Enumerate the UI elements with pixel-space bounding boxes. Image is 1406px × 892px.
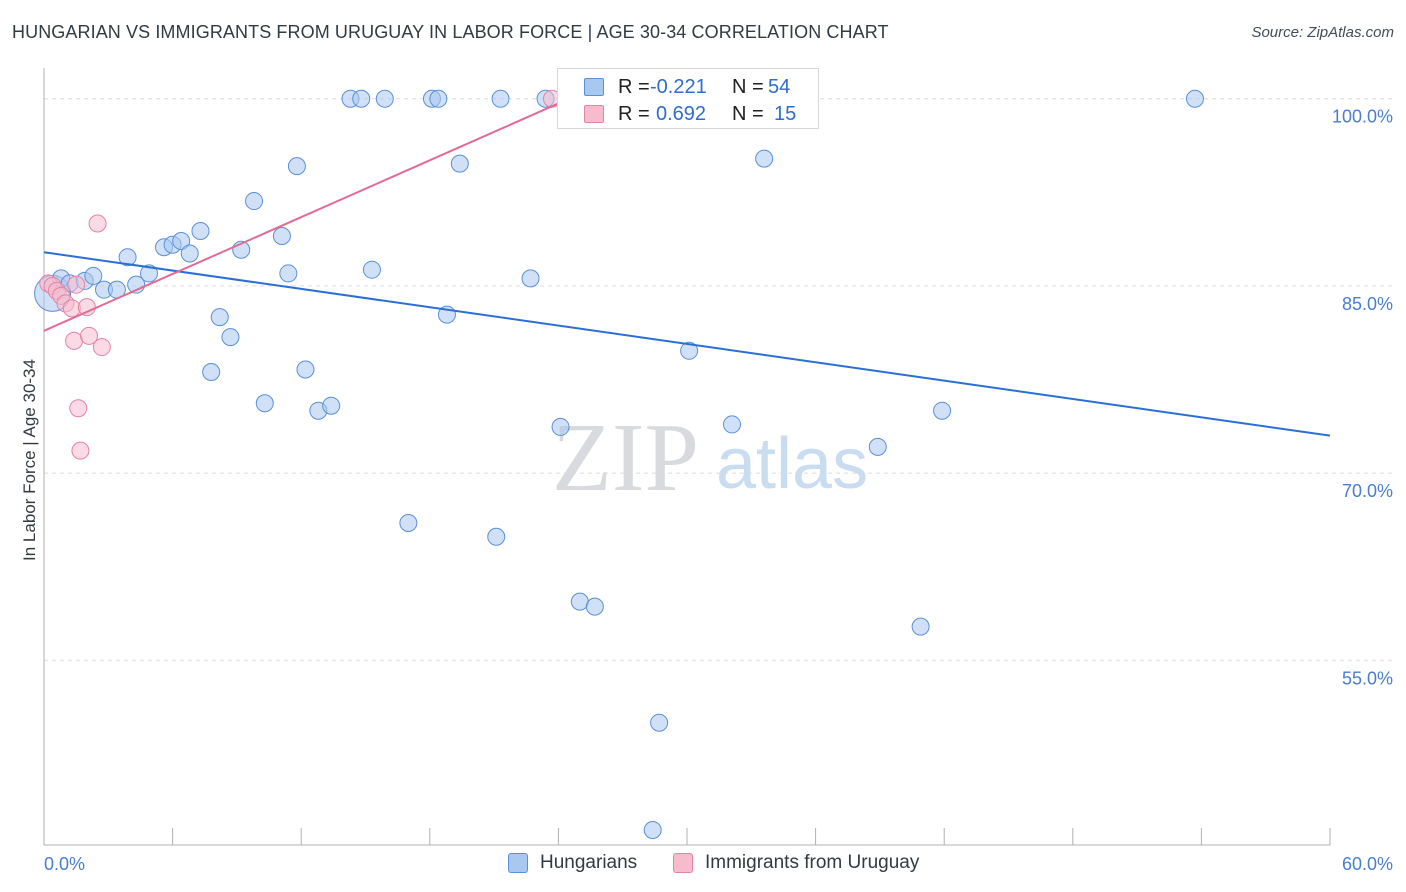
legend-label: Immigrants from Uruguay <box>705 852 920 873</box>
trendline-hungarians <box>43 251 1331 437</box>
data-point-hungarians <box>570 592 589 611</box>
data-point-hungarians <box>245 192 264 211</box>
data-point-hungarians <box>643 821 662 840</box>
legend-n-label: N = <box>732 76 764 98</box>
legend-swatch-blue <box>584 78 604 96</box>
source-credit: Source: ZipAtlas.com <box>1251 24 1394 41</box>
data-point-hungarians <box>287 157 306 176</box>
data-point-hungarians <box>172 231 191 250</box>
chart-title: HUNGARIAN VS IMMIGRANTS FROM URUGUAY IN … <box>12 22 889 42</box>
data-point-uruguay <box>71 441 90 460</box>
data-point-hungarians <box>723 415 742 434</box>
legend-row-hungarians: R = -0.221 N = 54 <box>558 74 820 100</box>
data-point-uruguay <box>88 214 107 233</box>
y-tick-label: 85.0% <box>1342 294 1393 314</box>
legend-r-label: R = <box>618 103 650 125</box>
data-point-hungarians <box>868 437 887 456</box>
watermark-atlas: atlas <box>716 424 868 504</box>
series-uruguay <box>39 89 561 460</box>
legend-r-value: 0.692 <box>656 103 707 125</box>
correlation-legend: R = -0.221 N = 54 R = 0.692 N = 15 <box>557 68 819 129</box>
data-point-hungarians <box>1185 89 1204 108</box>
data-point-hungarians <box>521 269 540 288</box>
y-tick-label: 70.0% <box>1342 481 1393 501</box>
trendline-uruguay <box>43 97 570 332</box>
data-point-hungarians <box>375 89 394 108</box>
data-point-hungarians <box>202 363 221 382</box>
data-point-hungarians <box>191 222 210 241</box>
data-point-hungarians <box>429 89 448 108</box>
legend-n-value: 15 <box>774 103 797 125</box>
trend-lines <box>43 97 1331 437</box>
data-point-hungarians <box>210 308 229 327</box>
y-tick-label: 55.0% <box>1342 668 1393 688</box>
watermark: ZIP atlas <box>552 404 868 512</box>
data-point-hungarians <box>140 264 159 283</box>
data-point-uruguay <box>80 326 99 345</box>
legend-swatch-blue <box>508 853 528 873</box>
data-point-hungarians <box>491 89 510 108</box>
data-point-hungarians <box>296 360 315 379</box>
data-point-hungarians <box>255 394 274 413</box>
data-point-hungarians <box>180 244 199 263</box>
x-tick-label: 0.0% <box>44 854 85 874</box>
gridlines <box>44 98 1392 661</box>
legend-label: Hungarians <box>540 852 638 873</box>
data-point-hungarians <box>399 514 418 533</box>
data-point-hungarians <box>585 597 604 616</box>
axes <box>43 68 1331 846</box>
data-point-hungarians <box>450 154 469 173</box>
data-point-uruguay <box>69 399 88 418</box>
data-point-hungarians <box>118 248 137 267</box>
tick-labels: 100.0% 85.0% 70.0% 55.0% 0.0% 60.0% <box>44 107 1393 874</box>
legend-r-label: R = <box>618 76 650 98</box>
x-tick-label: 60.0% <box>1342 854 1393 874</box>
watermark-zip: ZIP <box>552 404 699 512</box>
data-point-hungarians <box>933 401 952 420</box>
data-point-hungarians <box>911 617 930 636</box>
data-point-hungarians <box>84 266 103 285</box>
legend-swatch-pink <box>673 853 693 873</box>
data-point-hungarians <box>755 149 774 168</box>
legend-swatch-pink <box>584 105 604 123</box>
legend-n-value: 54 <box>768 76 791 98</box>
y-tick-label: 100.0% <box>1332 107 1393 127</box>
data-point-hungarians <box>322 396 341 415</box>
data-point-hungarians <box>487 527 506 546</box>
data-point-hungarians <box>272 226 291 245</box>
data-point-uruguay <box>62 299 81 318</box>
data-point-hungarians <box>551 417 570 436</box>
legend-n-label: N = <box>732 103 764 125</box>
data-point-hungarians <box>650 713 669 732</box>
data-point-hungarians <box>680 341 699 360</box>
data-point-uruguay <box>65 331 84 350</box>
data-point-hungarians <box>221 328 240 347</box>
data-point-hungarians <box>362 260 381 279</box>
data-point-hungarians <box>352 89 371 108</box>
legend-row-uruguay: R = 0.692 N = 15 <box>558 101 820 127</box>
data-point-uruguay <box>92 338 111 357</box>
data-point-uruguay <box>77 298 96 317</box>
data-point-uruguay <box>67 275 86 294</box>
data-point-hungarians <box>279 264 298 283</box>
legend-r-value: -0.221 <box>650 76 707 98</box>
